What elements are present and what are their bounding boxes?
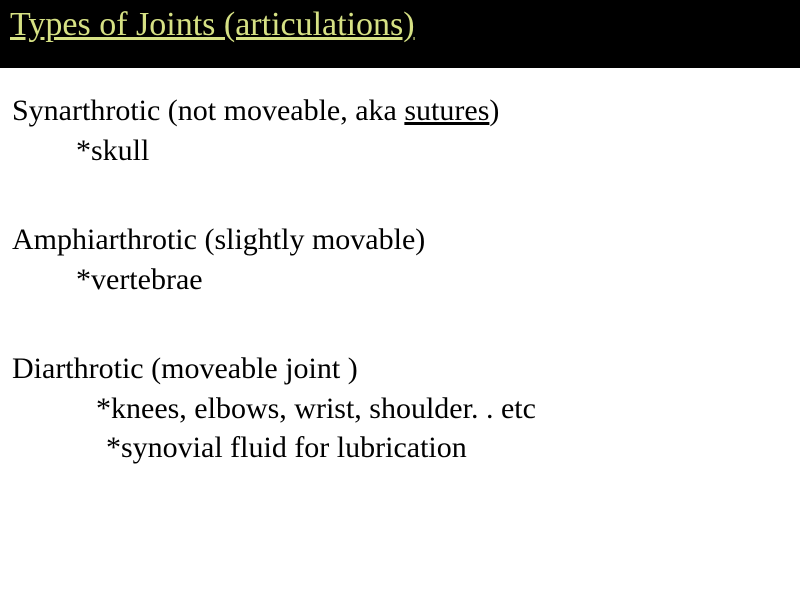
section-1-heading: Synarthrotic (not moveable, aka sutures) [12, 92, 788, 130]
section-3-heading: Diarthrotic (moveable joint ) [12, 350, 788, 388]
section-1-prefix: Synarthrotic (not moveable, aka [12, 94, 404, 127]
header-bar: Types of Joints (articulations) [0, 0, 800, 68]
section-1-underlined: sutures [404, 94, 489, 127]
section-2-heading: Amphiarthrotic (slightly movable) [12, 221, 788, 259]
slide-title: Types of Joints (articulations) [10, 6, 790, 44]
spacer [12, 171, 788, 221]
section-1-suffix: ) [489, 94, 499, 127]
section-3-item-1: *knees, elbows, wrist, shoulder. . etc [12, 390, 788, 428]
spacer [12, 300, 788, 350]
section-3-item-2: *synovial fluid for lubrication [12, 429, 788, 467]
section-1-item-1: *skull [12, 132, 788, 170]
section-2-item-1: *vertebrae [12, 261, 788, 299]
slide-body: Synarthrotic (not moveable, aka sutures)… [0, 68, 800, 467]
